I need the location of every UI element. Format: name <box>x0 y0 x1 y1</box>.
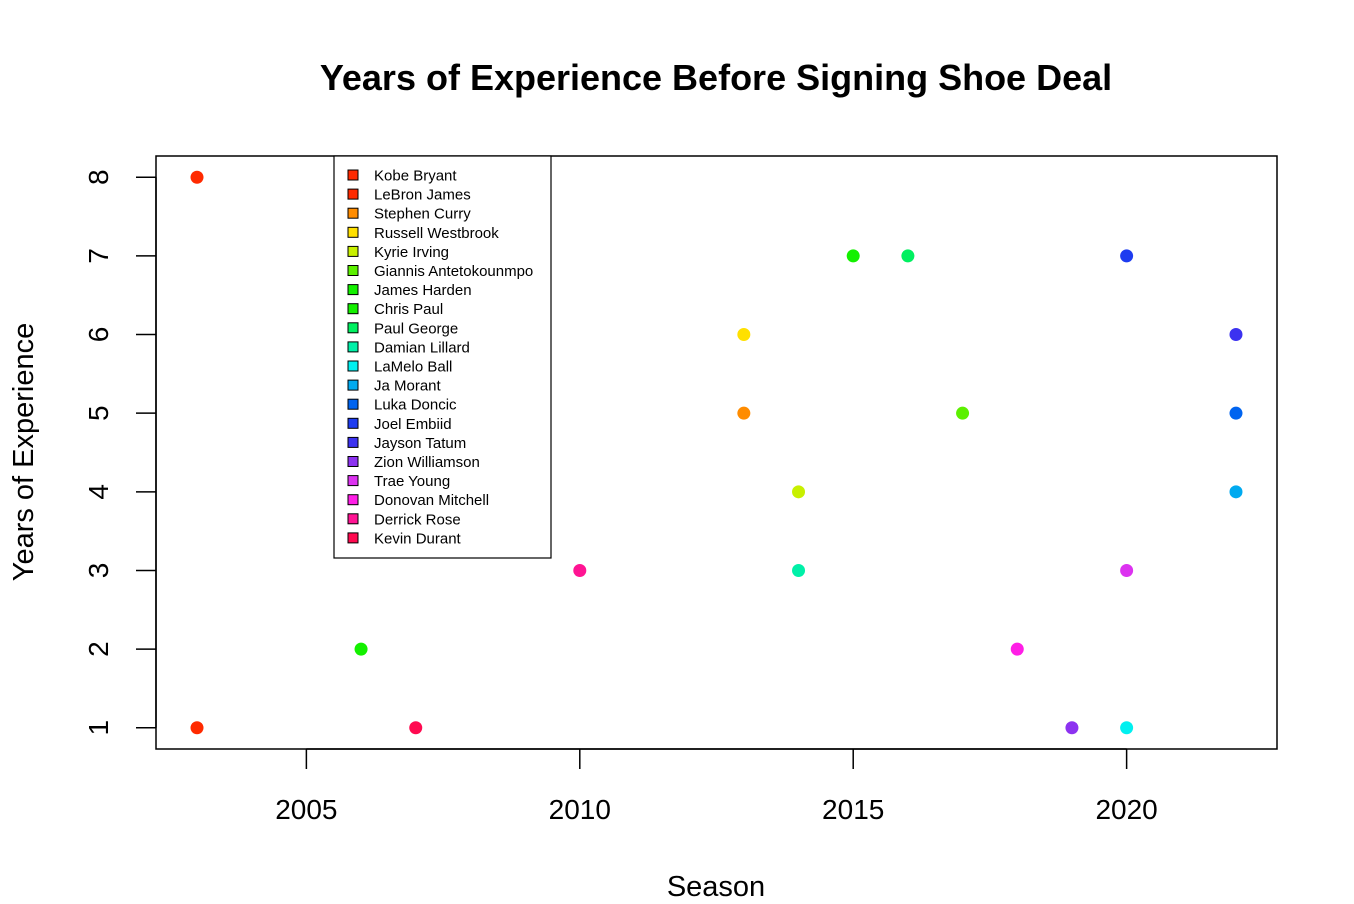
y-axis: 1 2 3 4 5 6 7 8 <box>83 169 157 736</box>
legend-entry: Kevin Durant <box>374 530 462 547</box>
legend-swatch <box>347 417 359 429</box>
legend-swatch <box>347 532 359 544</box>
legend-entry: James Harden <box>374 282 472 299</box>
legend-swatch <box>347 456 359 467</box>
legend-entry: LeBron James <box>374 187 471 204</box>
data-point <box>1120 249 1134 263</box>
data-point <box>1120 563 1134 577</box>
legend-entry: Zion Williamson <box>374 454 480 471</box>
legend-swatch <box>347 284 359 296</box>
legend-swatch <box>347 341 359 353</box>
legend-entry: Jayson Tatum <box>374 435 466 452</box>
legend-swatch <box>347 245 359 257</box>
legend-swatch <box>347 207 359 219</box>
legend: Kobe Bryant LeBron James Stephen Curry Russ… <box>333 155 552 559</box>
legend-entry: Ja Morant <box>374 378 442 395</box>
legend-entry: Donovan Mitchell <box>374 492 489 509</box>
chart-title: Years of Experience Before Signing Shoe … <box>320 57 1112 98</box>
data-point <box>901 249 915 263</box>
legend-swatch <box>347 494 359 506</box>
legend-swatch <box>347 226 359 238</box>
plot-area-frame <box>155 155 1278 750</box>
legend-swatch <box>347 265 359 276</box>
data-point <box>737 328 751 342</box>
data-point <box>190 721 204 735</box>
y-tick-label: 5 <box>83 405 114 421</box>
data-point <box>573 563 587 577</box>
data-point <box>354 642 368 656</box>
legend-swatch <box>347 188 359 200</box>
data-point <box>737 406 751 420</box>
data-point <box>956 406 970 420</box>
legend-entry: Russell Westbrook <box>374 225 499 242</box>
data-point <box>792 563 806 577</box>
y-tick-label: 1 <box>83 720 114 736</box>
x-tick-label: 2010 <box>549 794 611 825</box>
legend-entry: LaMelo Ball <box>374 359 452 376</box>
legend-entry: Chris Paul <box>374 301 443 318</box>
legend-box <box>333 155 552 559</box>
data-point <box>1065 721 1079 735</box>
data-point <box>846 249 860 263</box>
data-points <box>190 170 1243 735</box>
x-tick-label: 2020 <box>1095 794 1157 825</box>
legend-entry: Trae Young <box>374 473 450 490</box>
legend-swatch <box>347 513 359 525</box>
legend-swatch <box>347 475 359 487</box>
legend-swatch <box>347 379 359 391</box>
legend-swatch <box>347 398 359 410</box>
x-tick-label: 2015 <box>822 794 884 825</box>
data-point <box>190 170 204 184</box>
y-tick-label: 3 <box>83 563 114 579</box>
data-point <box>409 721 423 735</box>
data-point <box>1229 485 1243 499</box>
legend-swatch <box>347 360 359 372</box>
y-tick-label: 6 <box>83 327 114 343</box>
x-axis-label: Season <box>667 871 765 903</box>
x-axis: 2005 2010 2015 2020 <box>275 748 1158 825</box>
legend-entry: Damian Lillard <box>374 339 470 356</box>
legend-entry: Stephen Curry <box>374 206 471 223</box>
x-tick-label: 2005 <box>275 794 337 825</box>
y-axis-label: Years of Experience <box>8 323 40 581</box>
legend-entry: Paul George <box>374 320 458 337</box>
legend-entry: Kobe Bryant <box>374 168 457 185</box>
legend-entry: Derrick Rose <box>374 511 461 528</box>
data-point <box>1229 328 1243 342</box>
legend-entry: Joel Embiid <box>374 416 452 433</box>
legend-entry: Giannis Antetokounmpo <box>374 263 533 280</box>
legend-entry: Kyrie Irving <box>374 244 449 261</box>
data-point <box>1229 406 1243 420</box>
legend-entry: Luka Doncic <box>374 397 457 414</box>
y-tick-label: 4 <box>83 484 114 500</box>
legend-swatch <box>347 303 359 315</box>
y-tick-label: 8 <box>83 169 114 185</box>
legend-swatch <box>347 436 359 448</box>
y-tick-label: 2 <box>83 641 114 657</box>
legend-swatch <box>347 169 359 181</box>
data-point <box>1010 642 1024 656</box>
data-point <box>1120 721 1134 735</box>
y-tick-label: 7 <box>83 248 114 264</box>
data-point <box>792 485 806 499</box>
legend-swatch <box>347 322 359 334</box>
